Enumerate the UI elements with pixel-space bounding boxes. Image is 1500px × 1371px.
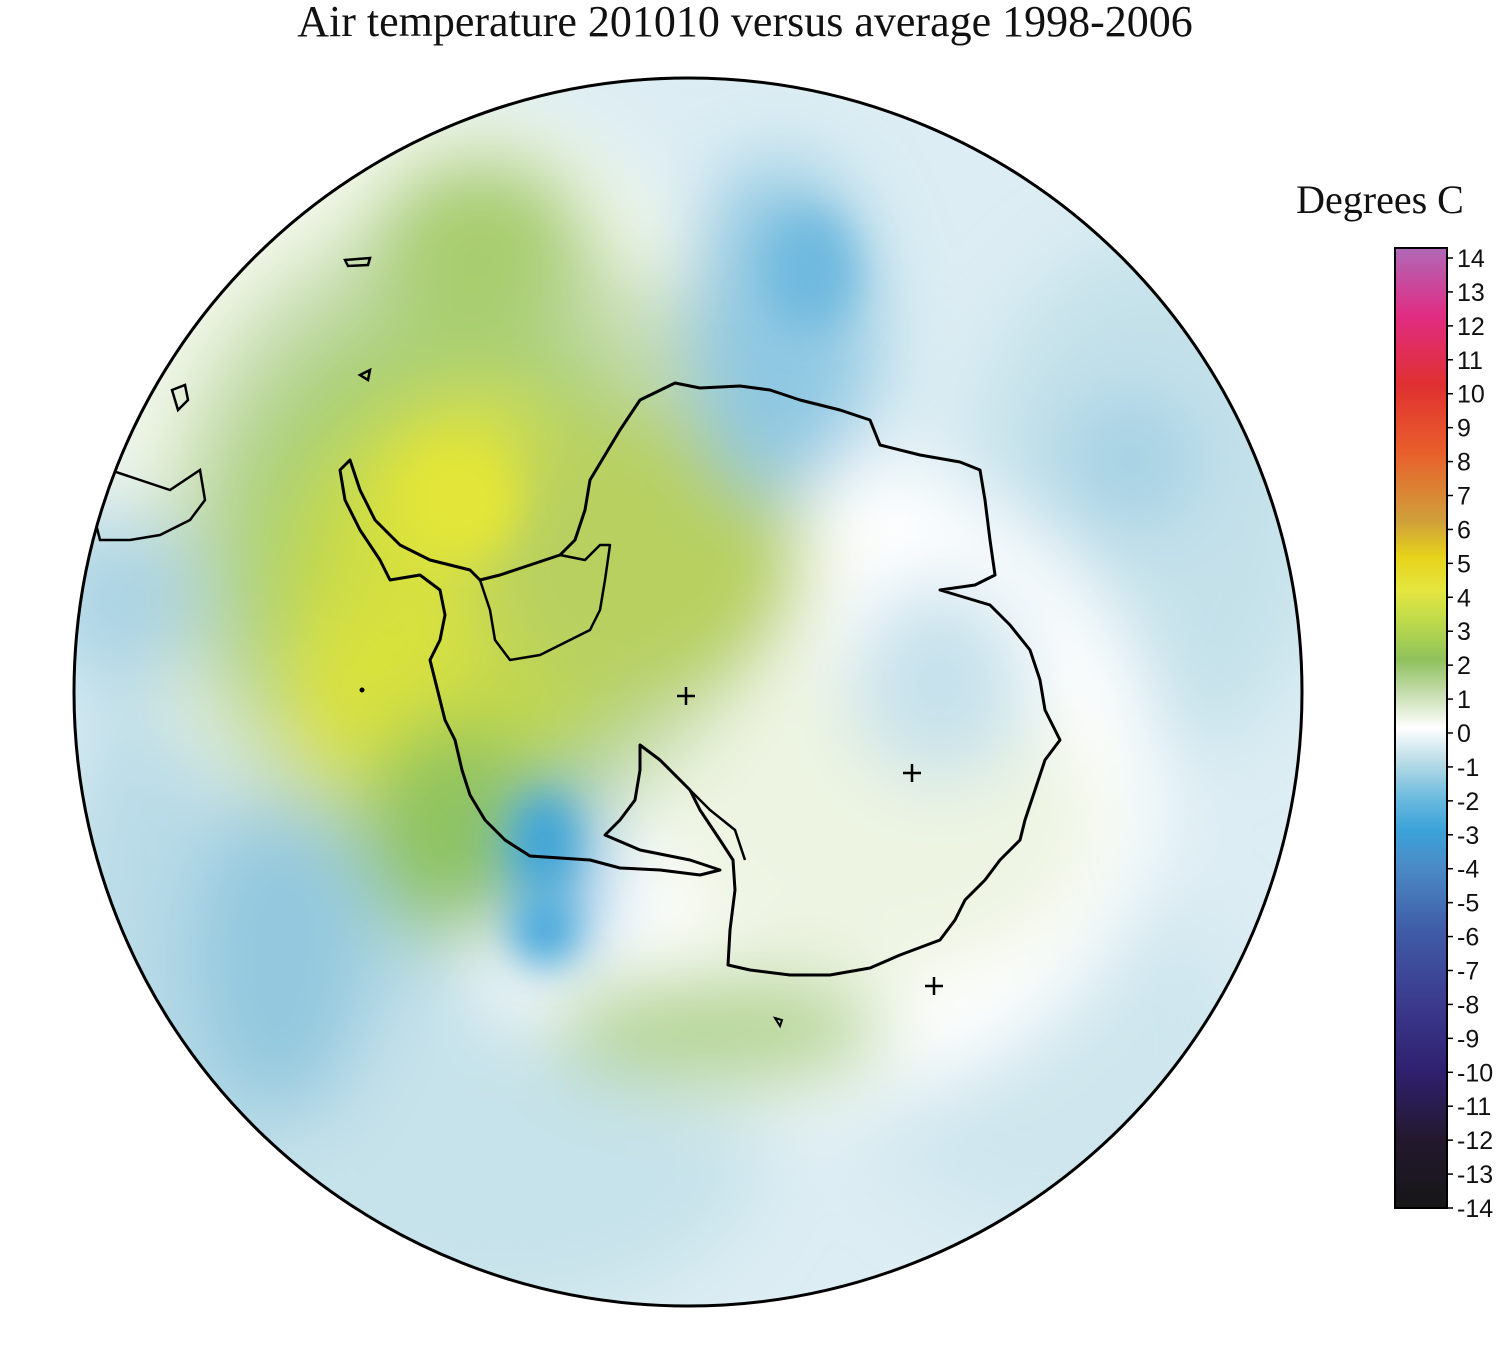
- colorbar-tick-label: -4: [1457, 856, 1479, 884]
- plus-marker: [903, 764, 921, 782]
- colorbar-tick-label: -11: [1457, 1093, 1491, 1121]
- colorbar-tick-label: -6: [1457, 924, 1479, 952]
- colorbar-ticks: 14131211109876543210-1-2-3-4-5-6-7-8-9-1…: [1447, 245, 1493, 1223]
- colorbar: [1394, 247, 1448, 1209]
- colorbar-tick-label: 2: [1457, 652, 1471, 680]
- colorbar-tick-label: -13: [1457, 1161, 1493, 1189]
- colorbar-tick-label: 9: [1457, 415, 1471, 443]
- colorbar-tick-label: 14: [1457, 245, 1485, 273]
- anomaly-field: [74, 78, 1302, 1306]
- colorbar-tick-label: -3: [1457, 822, 1479, 850]
- island-outline: [170, 383, 190, 413]
- colorbar-tick-label: 10: [1457, 381, 1485, 409]
- colorbar-tick-label: -5: [1457, 890, 1479, 918]
- map-title: Air temperature 201010 versus average 19…: [297, 0, 1193, 46]
- antarctica-coastline: [338, 381, 1062, 977]
- island-outline: [343, 256, 372, 268]
- colorbar-tick-label: 12: [1457, 313, 1485, 341]
- colorbar-tick-label: -1: [1457, 754, 1479, 782]
- colorbar-tick-label: 8: [1457, 449, 1471, 477]
- colorbar-tick-label: -2: [1457, 788, 1479, 816]
- colorbar-tick-label: 4: [1457, 584, 1471, 612]
- colorbar-tick-label: 3: [1457, 618, 1471, 646]
- colorbar-tick-label: -9: [1457, 1025, 1479, 1053]
- plus-marker: [677, 687, 695, 705]
- colorbar-tick-label: -8: [1457, 991, 1479, 1019]
- colorbar-tick-label: 6: [1457, 516, 1471, 544]
- colorbar-tick-label: 5: [1457, 550, 1471, 578]
- island-dot: [359, 687, 365, 693]
- island-outline: [357, 367, 372, 383]
- colorbar-tick-label: -7: [1457, 958, 1479, 986]
- colorbar-units-label: Degrees C: [1296, 177, 1464, 222]
- colorbar-tick-label: -14: [1457, 1195, 1493, 1223]
- colorbar-tick-label: -10: [1457, 1059, 1493, 1087]
- colorbar-tick-label: 11: [1457, 347, 1483, 375]
- colorbar-tick-label: 0: [1457, 720, 1471, 748]
- colorbar-tick-label: -12: [1457, 1127, 1493, 1155]
- ice-shelf-outline: [478, 543, 612, 662]
- colorbar-tick-label: 13: [1457, 279, 1485, 307]
- colorbar-tick-label: 7: [1457, 483, 1471, 511]
- map-boundary: [72, 76, 1304, 1308]
- plus-marker: [925, 977, 943, 995]
- island-outline: [772, 1016, 784, 1029]
- ross-shelf-outline: [639, 744, 747, 861]
- colorbar-tick-label: 1: [1457, 686, 1471, 714]
